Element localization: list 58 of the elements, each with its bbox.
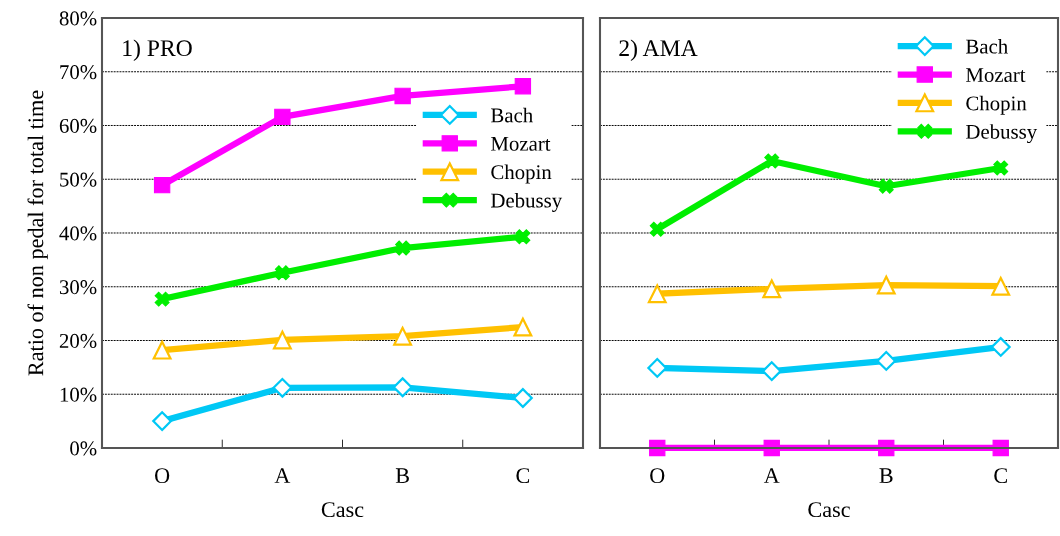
- point: [274, 108, 291, 126]
- point: [647, 357, 668, 378]
- point: [274, 265, 290, 281]
- legend-label: Mozart: [491, 136, 551, 151]
- legend-label: Chopin: [966, 95, 1027, 115]
- x-tick-label: C: [516, 468, 530, 484]
- point: [878, 178, 894, 194]
- point: [512, 388, 533, 408]
- x-tick-label: C: [994, 468, 1007, 484]
- point: [649, 221, 665, 237]
- y-tick-label: 20%: [59, 333, 97, 348]
- point: [272, 377, 293, 398]
- point: [761, 361, 782, 382]
- point: [876, 350, 897, 371]
- point: [764, 153, 780, 169]
- text: 1) PRO: [123, 39, 192, 61]
- x-tick-label: O: [650, 468, 665, 484]
- y-tick-label: 60%: [59, 118, 97, 133]
- y-tick-label: 80%: [59, 11, 97, 26]
- point: [990, 337, 1011, 357]
- point: [514, 78, 532, 95]
- point: [515, 229, 531, 245]
- y-tick-label: 10%: [60, 387, 97, 402]
- x-tick-label: B: [879, 468, 893, 483]
- y-tick-label: 40%: [59, 226, 97, 241]
- y-tick-label: 30%: [59, 280, 97, 295]
- x-tick-label: A: [763, 468, 780, 483]
- y-axis-title: Ratio of non pedal for total time: [27, 90, 48, 376]
- point: [395, 240, 411, 256]
- x-axis-title: Casc: [808, 502, 850, 518]
- x-axis-title: Casc: [321, 502, 364, 518]
- legend-label: Chopin: [491, 164, 552, 184]
- point: [392, 377, 413, 398]
- x-tick-label: O: [155, 468, 170, 484]
- text: 2) AMA: [619, 39, 698, 61]
- point: [152, 411, 173, 432]
- legend-label: Debussy: [491, 192, 563, 212]
- point: [513, 317, 533, 337]
- point: [153, 176, 171, 194]
- point: [993, 160, 1009, 176]
- point: [394, 87, 411, 105]
- point: [647, 284, 667, 304]
- point: [762, 279, 782, 299]
- legend-label: Bach: [491, 107, 533, 123]
- point: [272, 330, 292, 350]
- y-tick-label: 70%: [60, 65, 97, 80]
- y-tick-label: 0%: [70, 441, 97, 456]
- x-tick-label: A: [274, 468, 291, 483]
- point: [393, 326, 413, 346]
- y-tick-label: 50%: [60, 172, 97, 187]
- x-tick-label: B: [395, 468, 409, 483]
- point: [876, 275, 896, 295]
- legend-label: Bach: [966, 38, 1008, 54]
- point: [991, 276, 1011, 296]
- legend-label: Mozart: [966, 68, 1026, 83]
- legend-label: Debussy: [966, 124, 1038, 144]
- point: [152, 340, 172, 360]
- point: [154, 291, 170, 307]
